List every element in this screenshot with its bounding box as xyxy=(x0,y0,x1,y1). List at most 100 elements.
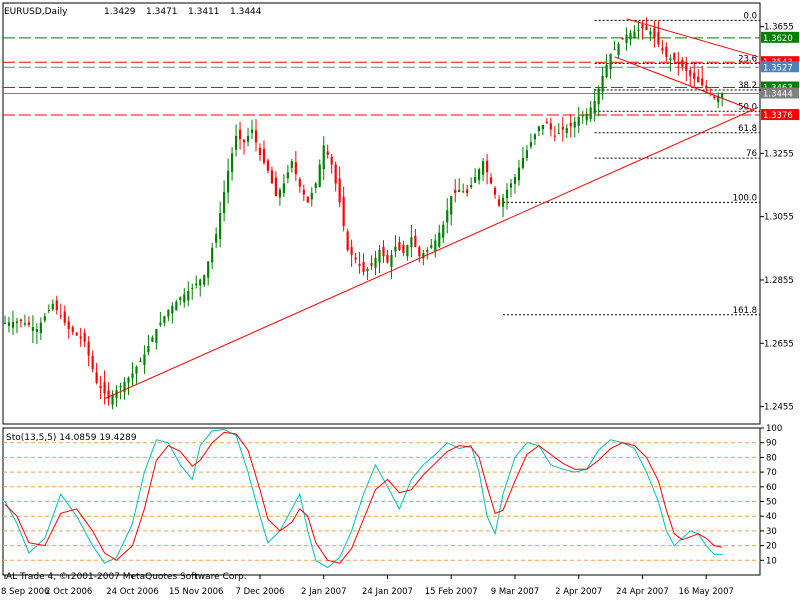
candle-body xyxy=(362,262,365,273)
candle-body xyxy=(713,96,716,98)
candle-body xyxy=(143,354,146,366)
candle-body xyxy=(406,245,409,257)
candle-body xyxy=(581,115,584,117)
candle-body xyxy=(366,268,369,271)
candle-body xyxy=(462,191,465,193)
candle-body xyxy=(175,301,178,311)
candle-body xyxy=(294,162,297,174)
x-tick-label: 24 Oct 2006 xyxy=(106,587,159,597)
candle-body xyxy=(557,132,560,134)
candle-body xyxy=(493,187,497,195)
candle-body xyxy=(354,257,357,260)
candle-body xyxy=(250,129,254,133)
x-tick-label: 24 Apr 2007 xyxy=(616,587,669,597)
candle-body xyxy=(605,64,608,78)
candle-body xyxy=(103,382,106,394)
candle-body xyxy=(565,128,568,134)
candle-body xyxy=(266,160,270,171)
candle-body xyxy=(67,321,70,330)
candle-body xyxy=(270,170,274,184)
candle-body xyxy=(438,232,441,247)
level-price-label: 1.3376 xyxy=(763,111,793,121)
candle-body xyxy=(577,116,580,126)
candle-body xyxy=(569,122,572,127)
candle-body xyxy=(402,244,405,254)
candle-body xyxy=(330,156,333,165)
candle-body xyxy=(561,126,564,130)
candle-body xyxy=(617,44,620,55)
candle-body xyxy=(653,28,656,38)
candle-body xyxy=(223,191,226,213)
candle-body xyxy=(370,263,373,266)
candle-body xyxy=(677,62,680,64)
candle-body xyxy=(398,242,401,250)
level-price-tag xyxy=(761,87,799,99)
candle-body xyxy=(310,192,313,200)
level-price-tag xyxy=(761,61,799,73)
candle-body xyxy=(358,263,361,266)
candle-body xyxy=(238,129,242,140)
candle-body xyxy=(573,121,576,128)
channel-upper-line xyxy=(626,18,759,58)
sto-y-tick-label: 40 xyxy=(766,512,777,522)
x-tick-label: 2 Jan 2007 xyxy=(301,587,347,597)
candle-body xyxy=(203,275,206,285)
candle-body xyxy=(99,385,102,389)
indicator-header: Sto(13,5,5) 14.0859 19.4289 xyxy=(6,433,137,443)
candle-body xyxy=(254,130,258,143)
candle-body xyxy=(111,394,114,405)
candle-body xyxy=(705,85,708,89)
candle-body xyxy=(131,373,134,379)
candle-body xyxy=(183,294,186,303)
candle-body xyxy=(625,34,628,43)
candle-body xyxy=(374,257,377,268)
candle-body xyxy=(274,177,278,197)
candle-body xyxy=(549,123,552,130)
candle-body xyxy=(215,234,218,243)
candle-body xyxy=(378,249,381,263)
stochastic-pane: 100 90 80 70 60 50 40 30 20 10 xyxy=(2,424,782,576)
candle-body xyxy=(191,287,194,289)
fib-level-label: 23.6 xyxy=(738,54,757,64)
candle-body xyxy=(657,31,660,45)
candle-body xyxy=(326,151,329,155)
fib-level-label: 161.8 xyxy=(733,306,757,316)
level-price-tag xyxy=(761,31,799,43)
support-trendline xyxy=(104,107,759,400)
candle-body xyxy=(589,107,592,119)
candle-body xyxy=(71,327,74,333)
candle-body xyxy=(450,196,453,215)
candle-body xyxy=(290,161,293,169)
candle-body xyxy=(119,386,122,388)
candle-body xyxy=(139,360,142,363)
candle-body xyxy=(529,142,533,147)
candle-body xyxy=(454,189,457,193)
candle-body xyxy=(525,150,529,159)
candle-body xyxy=(701,78,704,86)
candle-body xyxy=(262,148,266,163)
fib-level-label: 76 xyxy=(746,149,757,159)
x-tick-label: 16 May 2007 xyxy=(678,587,733,597)
sto-y-tick-label: 50 xyxy=(766,498,777,508)
candle-body xyxy=(513,177,517,184)
candle-body xyxy=(35,329,38,332)
candle-body xyxy=(382,246,385,257)
candle-body xyxy=(693,72,696,79)
sto-y-tick-label: 30 xyxy=(766,527,777,537)
candle-body xyxy=(585,113,588,121)
candle-body xyxy=(107,390,110,399)
candle-body xyxy=(211,247,214,263)
candle-body xyxy=(47,310,50,312)
sto-signal-line xyxy=(4,431,723,564)
level-price-label: 1.3444 xyxy=(763,90,793,100)
candle-body xyxy=(446,210,449,223)
candle-body xyxy=(207,261,210,278)
candle-body xyxy=(717,95,720,103)
candle-body xyxy=(159,322,162,325)
candle-body xyxy=(31,327,34,331)
sto-y-tick-label: 60 xyxy=(766,483,777,493)
price-pane: 1.36551.34551.32551.30551.28551.26551.24… xyxy=(2,2,799,425)
candle-body xyxy=(597,88,600,105)
candle-body xyxy=(633,31,636,39)
